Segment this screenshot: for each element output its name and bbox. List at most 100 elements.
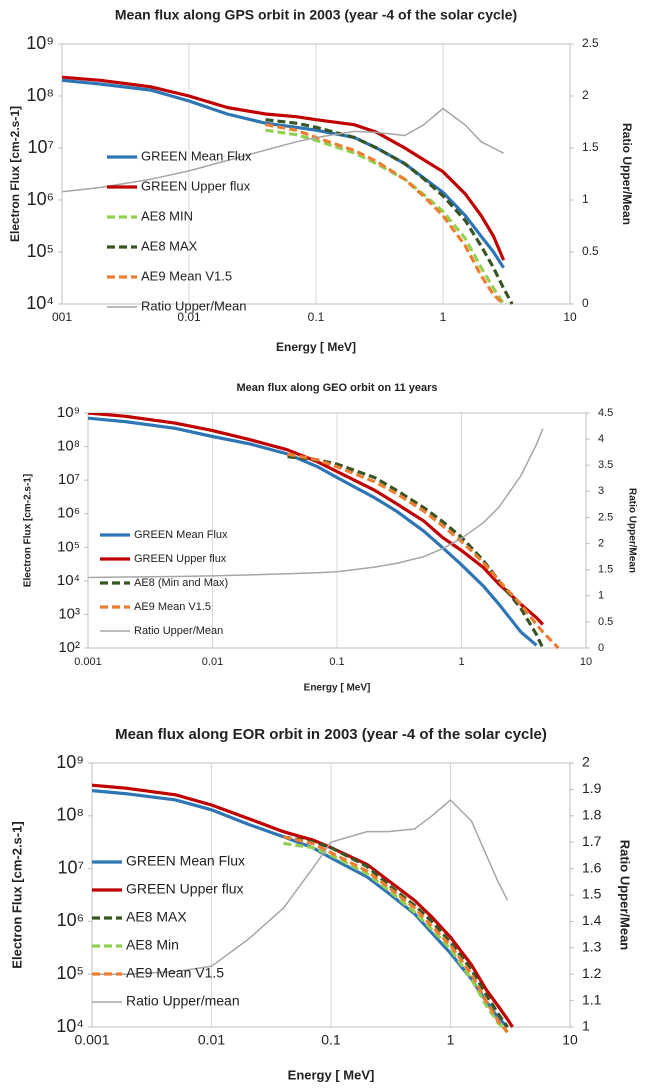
- x-tick-label: 0.1: [329, 656, 344, 668]
- y2-tick-label: 1.9: [582, 780, 602, 796]
- legend-label: AE9 Mean V1.5: [134, 601, 211, 613]
- y-tick-label: 10⁴: [56, 1016, 84, 1036]
- y-tick-label: 10⁷: [57, 857, 84, 877]
- series-line: [92, 783, 514, 1028]
- x-tick-label: 0.001: [74, 1032, 109, 1048]
- x-tick-label: 0.01: [202, 656, 223, 668]
- y2-tick-label: 2: [582, 88, 589, 102]
- plot-area: [92, 783, 514, 1033]
- y-tick-label: 10⁵: [57, 963, 84, 983]
- y2-tick-label: 4: [598, 433, 604, 445]
- y2-tick-label: 1: [598, 590, 604, 602]
- y2-tick-label: 0.5: [582, 244, 599, 258]
- y2-tick-label: 1.3: [582, 939, 602, 955]
- x-tick-label: 10: [562, 1032, 578, 1048]
- legend-label: AE8 Min: [126, 937, 179, 953]
- legend-label: GREEN Upper flux: [141, 178, 251, 193]
- y-tick-label: 10⁵: [27, 241, 54, 261]
- x-axis-label: Energy [ MeV]: [288, 1067, 375, 1082]
- legend-label: Ratio Upper/Mean: [134, 625, 223, 637]
- series-line: [92, 799, 509, 975]
- legend-label: GREEN Mean Flux: [134, 529, 228, 541]
- plot-frame: [87, 412, 587, 649]
- series-line: [265, 118, 514, 305]
- y2-tick-label: 4.5: [598, 407, 613, 419]
- series-line: [62, 78, 505, 269]
- legend-label: AE9 Mean V1.5: [141, 268, 232, 283]
- y-tick-label: 10⁶: [57, 910, 84, 930]
- y-tick-label: 10⁷: [27, 137, 54, 157]
- x-tick-label: 0.001: [74, 656, 102, 668]
- series-line: [283, 841, 509, 1033]
- legend-label: GREEN Upper flux: [134, 553, 227, 565]
- y-tick-label: 10⁵: [57, 538, 80, 555]
- series-line: [287, 455, 545, 649]
- plot-frame: [91, 762, 571, 1028]
- x-tick-label: 10: [580, 656, 592, 668]
- chart: Mean flux along EOR orbit in 2003 (year …: [9, 726, 632, 1082]
- y2-tick-label: 1.5: [598, 564, 613, 576]
- y-tick-label: 10⁹: [56, 752, 84, 772]
- y2-tick-label: 1.2: [582, 965, 602, 981]
- series-line: [283, 835, 509, 1028]
- y2-tick-label: 1.8: [582, 807, 602, 823]
- x-tick-label: 1: [458, 656, 464, 668]
- chart: Mean flux along GEO orbit on 11 years 0.0…: [23, 382, 638, 694]
- y-tick-label: 10⁹: [26, 33, 54, 53]
- series-line: [88, 413, 544, 626]
- series-line: [265, 123, 505, 306]
- legend-label: AE8 (Min and Max): [134, 577, 228, 589]
- y2-tick-label: 2: [582, 754, 590, 770]
- y-tick-label: 10⁴: [26, 293, 54, 313]
- y2-tick-label: 1.6: [582, 859, 602, 875]
- y-tick-label: 10⁷: [58, 471, 80, 488]
- x-axis-label: Energy [ MeV]: [304, 683, 371, 694]
- plot-area: [62, 75, 514, 306]
- y2-axis-label: Ratio Upper/Mean: [618, 840, 633, 951]
- x-tick-label: 1: [440, 310, 447, 324]
- y2-axis-label: Ratio Upper/Mean: [620, 123, 634, 225]
- y2-tick-label: 0.5: [598, 616, 613, 628]
- y-tick-label: 10⁹: [57, 404, 80, 421]
- legend-label: AE8 MIN: [141, 208, 193, 223]
- legend-label: Ratio Upper/Mean: [141, 298, 247, 313]
- x-tick-label: 0.1: [321, 1032, 341, 1048]
- y-tick-label: 10⁸: [57, 438, 80, 455]
- series-line: [88, 428, 544, 579]
- y2-tick-label: 3.5: [598, 459, 613, 471]
- legend-label: AE8 MAX: [141, 238, 198, 253]
- legend-label: AE8 MAX: [126, 909, 187, 925]
- series-line: [62, 107, 504, 193]
- y2-tick-label: 1.4: [582, 912, 602, 928]
- legend-label: AE9 Mean V1.5: [126, 965, 224, 981]
- y2-tick-label: 0: [598, 642, 604, 654]
- y2-axis-label: Ratio Upper/Mean: [626, 488, 637, 573]
- y2-tick-label: 0: [582, 296, 589, 310]
- y-tick-label: 10²: [58, 639, 80, 656]
- y2-tick-label: 1.7: [582, 833, 602, 849]
- y2-tick-label: 2.5: [582, 36, 599, 50]
- y2-tick-label: 1: [582, 1018, 590, 1034]
- series-line: [287, 452, 560, 650]
- y-tick-label: 10⁴: [57, 572, 80, 589]
- y2-tick-label: 3: [598, 485, 604, 497]
- chart-title: Mean flux along EOR orbit in 2003 (year …: [115, 726, 547, 743]
- series-line: [88, 416, 538, 647]
- y2-tick-label: 1.5: [582, 140, 599, 154]
- x-axis-label: Energy [ MeV]: [276, 340, 356, 354]
- series-line: [62, 75, 506, 261]
- y-tick-label: 10⁶: [27, 189, 54, 209]
- legend-label: GREEN Mean Flux: [126, 853, 245, 869]
- y-tick-label: 10⁸: [26, 85, 54, 105]
- y-tick-label: 10⁶: [57, 505, 80, 522]
- y2-tick-label: 2.5: [598, 511, 613, 523]
- legend-label: GREEN Upper flux: [126, 881, 243, 897]
- plot-frame: [61, 43, 571, 305]
- y-axis-label: Electron Flux [cm-2.s-1]: [23, 474, 34, 587]
- y2-tick-label: 2: [598, 537, 604, 549]
- y-axis-label: Electron Flux [cm-2.s-1]: [8, 106, 22, 242]
- series-line: [283, 835, 509, 1033]
- y2-tick-label: 1.5: [582, 886, 602, 902]
- x-tick-label: 0.01: [177, 310, 201, 324]
